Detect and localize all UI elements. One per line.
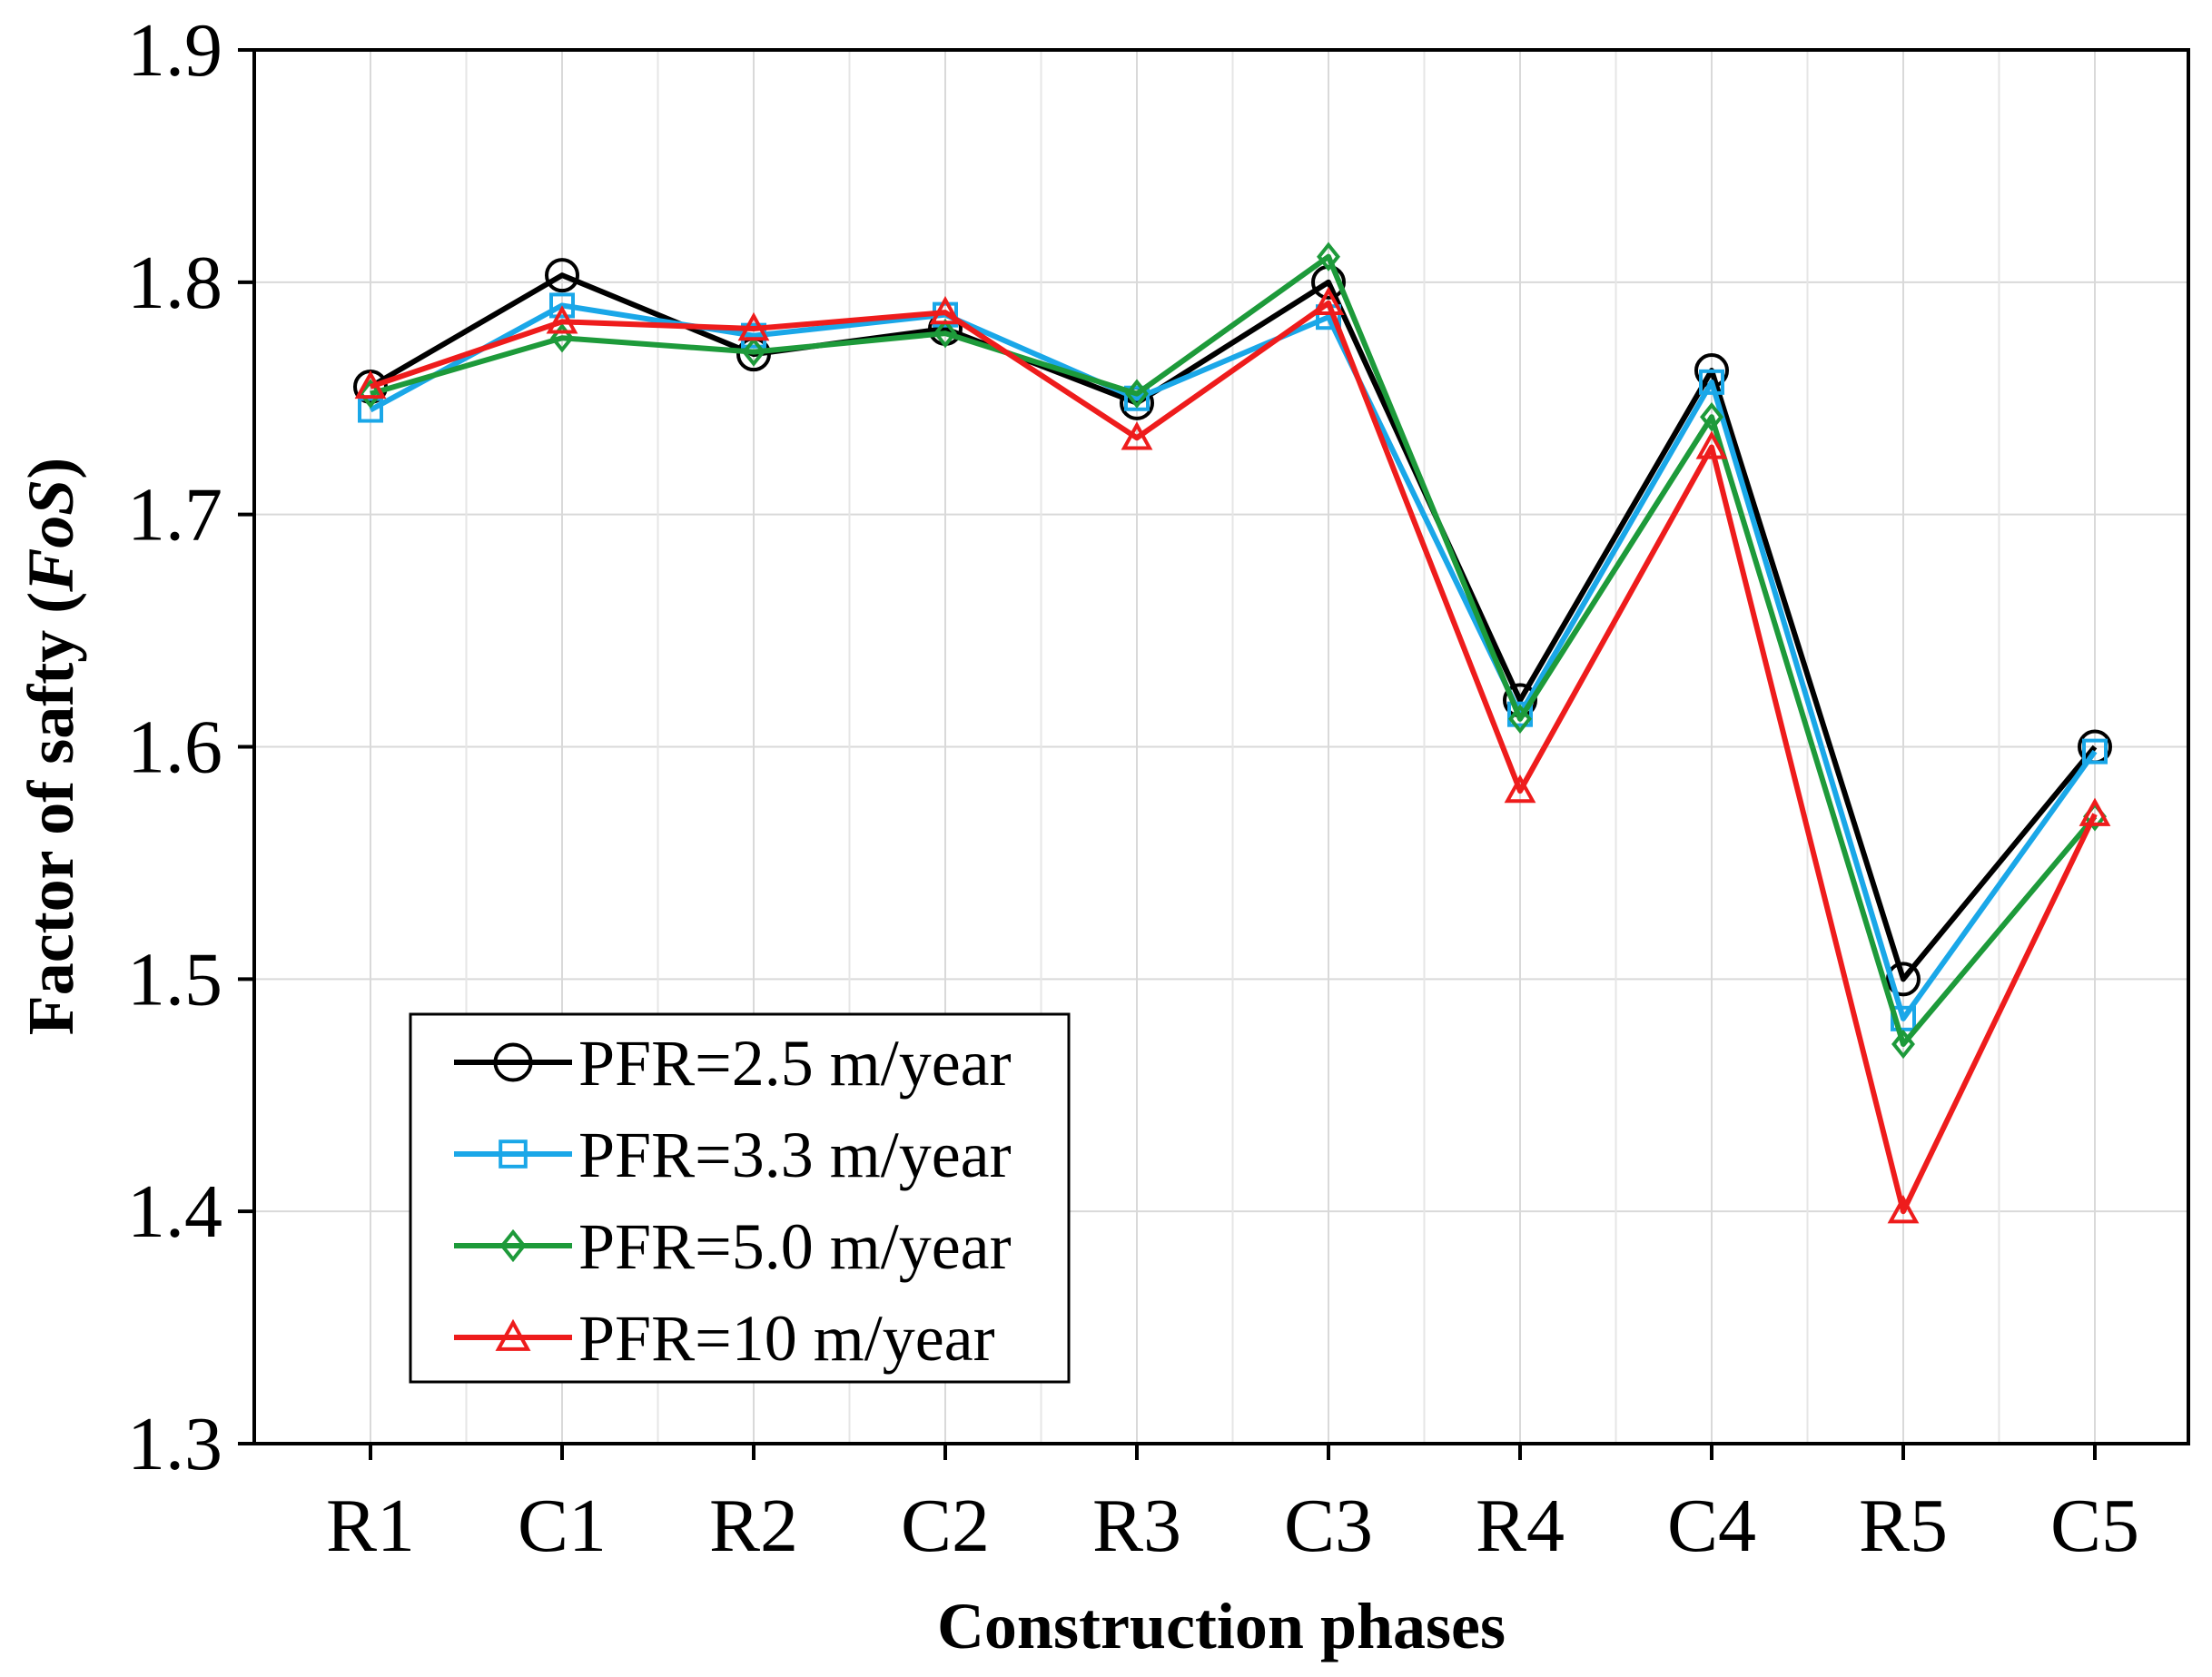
- y-tick-label: 1.6: [127, 705, 222, 790]
- x-axis-title: Construction phases: [937, 1590, 1506, 1662]
- data-point-triangle: [1312, 286, 1345, 316]
- legend-marker-diamond: [499, 1228, 527, 1263]
- data-point-diamond: [933, 318, 957, 349]
- x-tick-label: R1: [326, 1484, 415, 1568]
- legend-label: PFR=3.3 m/year: [578, 1119, 1012, 1191]
- data-point-triangle: [1887, 1195, 1920, 1224]
- y-tick-label: 1.5: [127, 937, 222, 1021]
- legend-marker-circle: [493, 1042, 533, 1082]
- y-axis-title-main: Factor of safty (: [15, 592, 87, 1036]
- y-tick-label: 1.9: [127, 8, 222, 93]
- y-tick-label: 1.4: [127, 1169, 222, 1254]
- y-tick-label: 1.7: [127, 473, 222, 557]
- data-point-triangle: [1121, 421, 1153, 450]
- data-point-square: [1507, 701, 1533, 727]
- data-point-diamond: [1700, 402, 1723, 432]
- legend-marker-triangle: [495, 1318, 531, 1351]
- data-point-diamond: [1317, 242, 1340, 271]
- data-point-triangle: [929, 295, 962, 325]
- series-line: [370, 253, 2098, 1047]
- data-point-square: [549, 292, 575, 319]
- data-point-diamond: [359, 379, 382, 409]
- x-tick-label: R4: [1476, 1484, 1565, 1568]
- data-point-triangle: [546, 305, 578, 334]
- data-point-square: [1699, 369, 1724, 395]
- y-tick-label: 1.8: [127, 241, 222, 325]
- x-tick-label: C4: [1667, 1484, 1756, 1568]
- data-point-square: [1124, 385, 1150, 411]
- data-point-square: [2082, 738, 2108, 765]
- data-point-diamond: [1125, 379, 1149, 409]
- series-1: [358, 292, 2108, 1031]
- x-tick-label: C3: [1284, 1484, 1373, 1568]
- y-axis-title-italic: FoS: [15, 479, 87, 593]
- x-tick-label: R5: [1859, 1484, 1948, 1568]
- y-axis-title-end: ): [15, 458, 87, 479]
- data-point-triangle: [1695, 430, 1728, 459]
- data-point-triangle: [354, 370, 387, 400]
- x-tick-label: R2: [709, 1484, 798, 1568]
- data-point-triangle: [2079, 797, 2111, 826]
- data-point-diamond: [550, 323, 574, 353]
- data-point-diamond: [1508, 704, 1532, 735]
- data-point-circle: [1886, 962, 1921, 997]
- data-point-triangle: [737, 311, 770, 341]
- legend-box: [409, 1012, 1071, 1384]
- legend-label: PFR=5.0 m/year: [578, 1210, 1012, 1283]
- series-3: [354, 286, 2111, 1224]
- x-tick-label: C5: [2050, 1484, 2139, 1568]
- legend-label: PFR=2.5 m/year: [578, 1027, 1012, 1100]
- data-point-diamond: [742, 337, 765, 367]
- series-line: [369, 302, 2098, 1021]
- x-tick-label: C1: [518, 1484, 607, 1568]
- series-line: [370, 300, 2098, 1215]
- x-tick-label: C2: [901, 1484, 990, 1568]
- data-point-triangle: [1504, 774, 1536, 804]
- data-point-diamond: [1891, 1029, 1915, 1060]
- axes: 1.3 1.4 1.5 1.6 1.7 1.8 1.9 R1 C1 R2 C2 R3 C3 R4 C4 R5 C…: [127, 8, 2139, 1568]
- y-axis-title: Factor of safty (FoS): [15, 458, 87, 1036]
- series-layer: [353, 242, 2112, 1224]
- legend: PFR=2.5 m/year PFR=3.3 m/year PFR=5.0 m/ye…: [409, 1012, 1071, 1384]
- data-point-circle: [545, 258, 579, 293]
- y-tick-label: 1.3: [127, 1402, 222, 1486]
- data-point-square: [358, 397, 383, 423]
- x-tick-label: R3: [1092, 1484, 1181, 1568]
- legend-marker-square: [499, 1139, 528, 1169]
- series-line: [369, 272, 2098, 982]
- legend-label: PFR=10 m/year: [578, 1302, 995, 1375]
